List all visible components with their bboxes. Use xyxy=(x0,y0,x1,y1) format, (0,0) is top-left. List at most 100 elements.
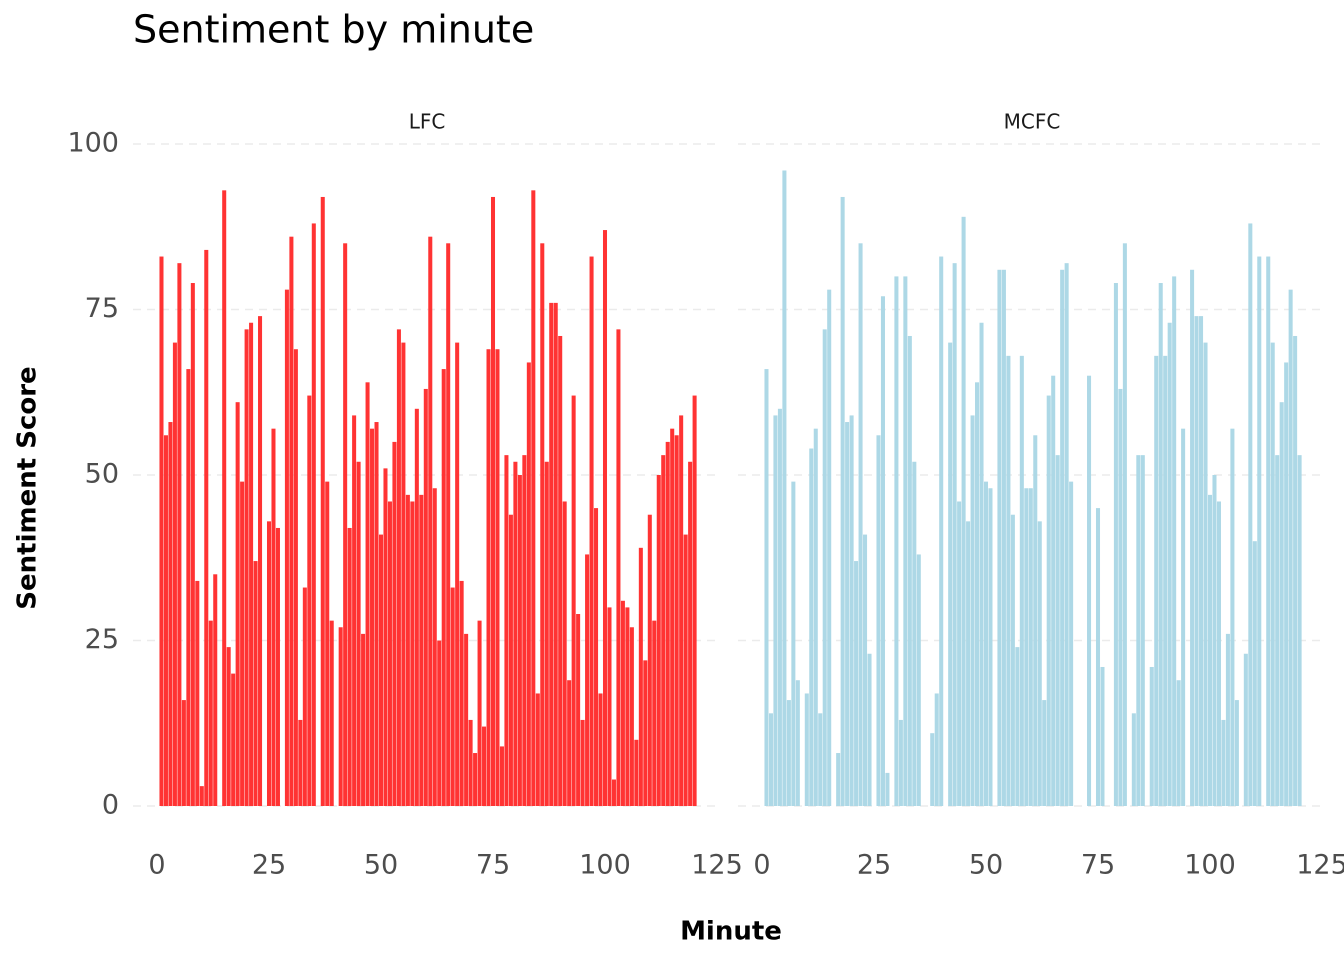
bar xyxy=(688,461,693,806)
bar xyxy=(876,435,881,806)
bar xyxy=(983,481,989,806)
bar xyxy=(1207,494,1213,806)
x-tick-label: 50 xyxy=(364,850,398,881)
bar xyxy=(1293,335,1298,806)
bar xyxy=(499,746,504,806)
x-tick-label: 75 xyxy=(476,850,510,881)
bar xyxy=(1158,283,1163,806)
bar xyxy=(1194,316,1199,806)
bar xyxy=(1122,243,1127,807)
bar xyxy=(540,243,545,807)
bar xyxy=(1212,475,1217,806)
y-tick-label: 75 xyxy=(85,293,119,324)
bar xyxy=(970,415,975,806)
bar xyxy=(1042,700,1047,806)
bar xyxy=(544,461,549,806)
bar xyxy=(1113,283,1118,806)
bar xyxy=(1199,316,1204,806)
bar xyxy=(625,607,630,806)
bar xyxy=(975,382,980,806)
bar xyxy=(428,236,433,806)
bar xyxy=(1006,355,1011,806)
bar xyxy=(419,494,424,806)
bar xyxy=(455,342,460,806)
bar xyxy=(513,461,518,806)
bar xyxy=(1033,435,1038,806)
bar xyxy=(320,196,325,806)
bar xyxy=(791,481,796,806)
bar xyxy=(1172,276,1177,806)
bar xyxy=(441,369,446,806)
bar xyxy=(880,296,885,806)
bar xyxy=(930,733,935,806)
bar xyxy=(222,190,227,807)
bar xyxy=(490,196,496,806)
bar xyxy=(571,395,576,806)
bar xyxy=(401,342,406,806)
bar xyxy=(477,620,482,806)
bar xyxy=(253,561,258,806)
bar xyxy=(1037,521,1042,806)
x-axis-label: Minute xyxy=(680,917,782,947)
bar xyxy=(679,415,684,806)
bar xyxy=(168,422,173,806)
bar xyxy=(558,335,563,806)
bar xyxy=(786,700,791,806)
bar xyxy=(1167,322,1172,806)
bar xyxy=(235,402,240,806)
bar xyxy=(343,243,348,807)
bar xyxy=(1266,256,1271,806)
bar xyxy=(907,335,912,806)
bar xyxy=(665,441,670,806)
bar xyxy=(526,362,531,806)
bar xyxy=(1060,269,1065,806)
bar xyxy=(517,475,522,806)
bar xyxy=(916,554,921,806)
x-tick-label: 50 xyxy=(969,850,1003,881)
bar xyxy=(1055,455,1060,806)
bar xyxy=(1203,342,1208,806)
bar xyxy=(1069,481,1074,806)
bar xyxy=(661,455,666,806)
bar xyxy=(361,633,366,806)
bar xyxy=(966,521,971,806)
bar xyxy=(589,256,594,806)
bar xyxy=(674,435,679,806)
y-tick-label: 50 xyxy=(85,459,119,490)
bar xyxy=(939,256,944,806)
bar xyxy=(594,508,599,806)
bar xyxy=(275,527,280,806)
x-tick-label: 0 xyxy=(148,850,165,881)
bar xyxy=(163,435,168,806)
bar xyxy=(190,283,195,806)
bar xyxy=(213,574,218,806)
bar xyxy=(1010,514,1015,806)
bar xyxy=(1019,355,1024,806)
bar xyxy=(782,170,787,807)
bar xyxy=(338,627,343,806)
x-tick-label: 100 xyxy=(1184,850,1236,881)
bar xyxy=(204,249,209,807)
bar xyxy=(777,408,782,806)
bar xyxy=(562,501,567,806)
x-tick-label: 0 xyxy=(753,850,770,881)
bar xyxy=(437,640,442,806)
bar xyxy=(795,680,800,806)
bar xyxy=(374,422,379,806)
bar xyxy=(1136,455,1141,806)
bar xyxy=(302,587,307,806)
bar xyxy=(1028,488,1033,806)
bar xyxy=(468,719,473,806)
bar xyxy=(414,408,419,806)
bar xyxy=(405,494,410,806)
bar xyxy=(199,786,204,806)
bar xyxy=(1225,633,1230,806)
bar xyxy=(329,620,334,806)
bar xyxy=(271,428,276,806)
bar xyxy=(1248,223,1253,806)
bar xyxy=(1087,375,1092,806)
bar xyxy=(1257,256,1262,806)
bar xyxy=(818,713,823,806)
bar xyxy=(1288,289,1293,806)
bar xyxy=(352,415,357,806)
